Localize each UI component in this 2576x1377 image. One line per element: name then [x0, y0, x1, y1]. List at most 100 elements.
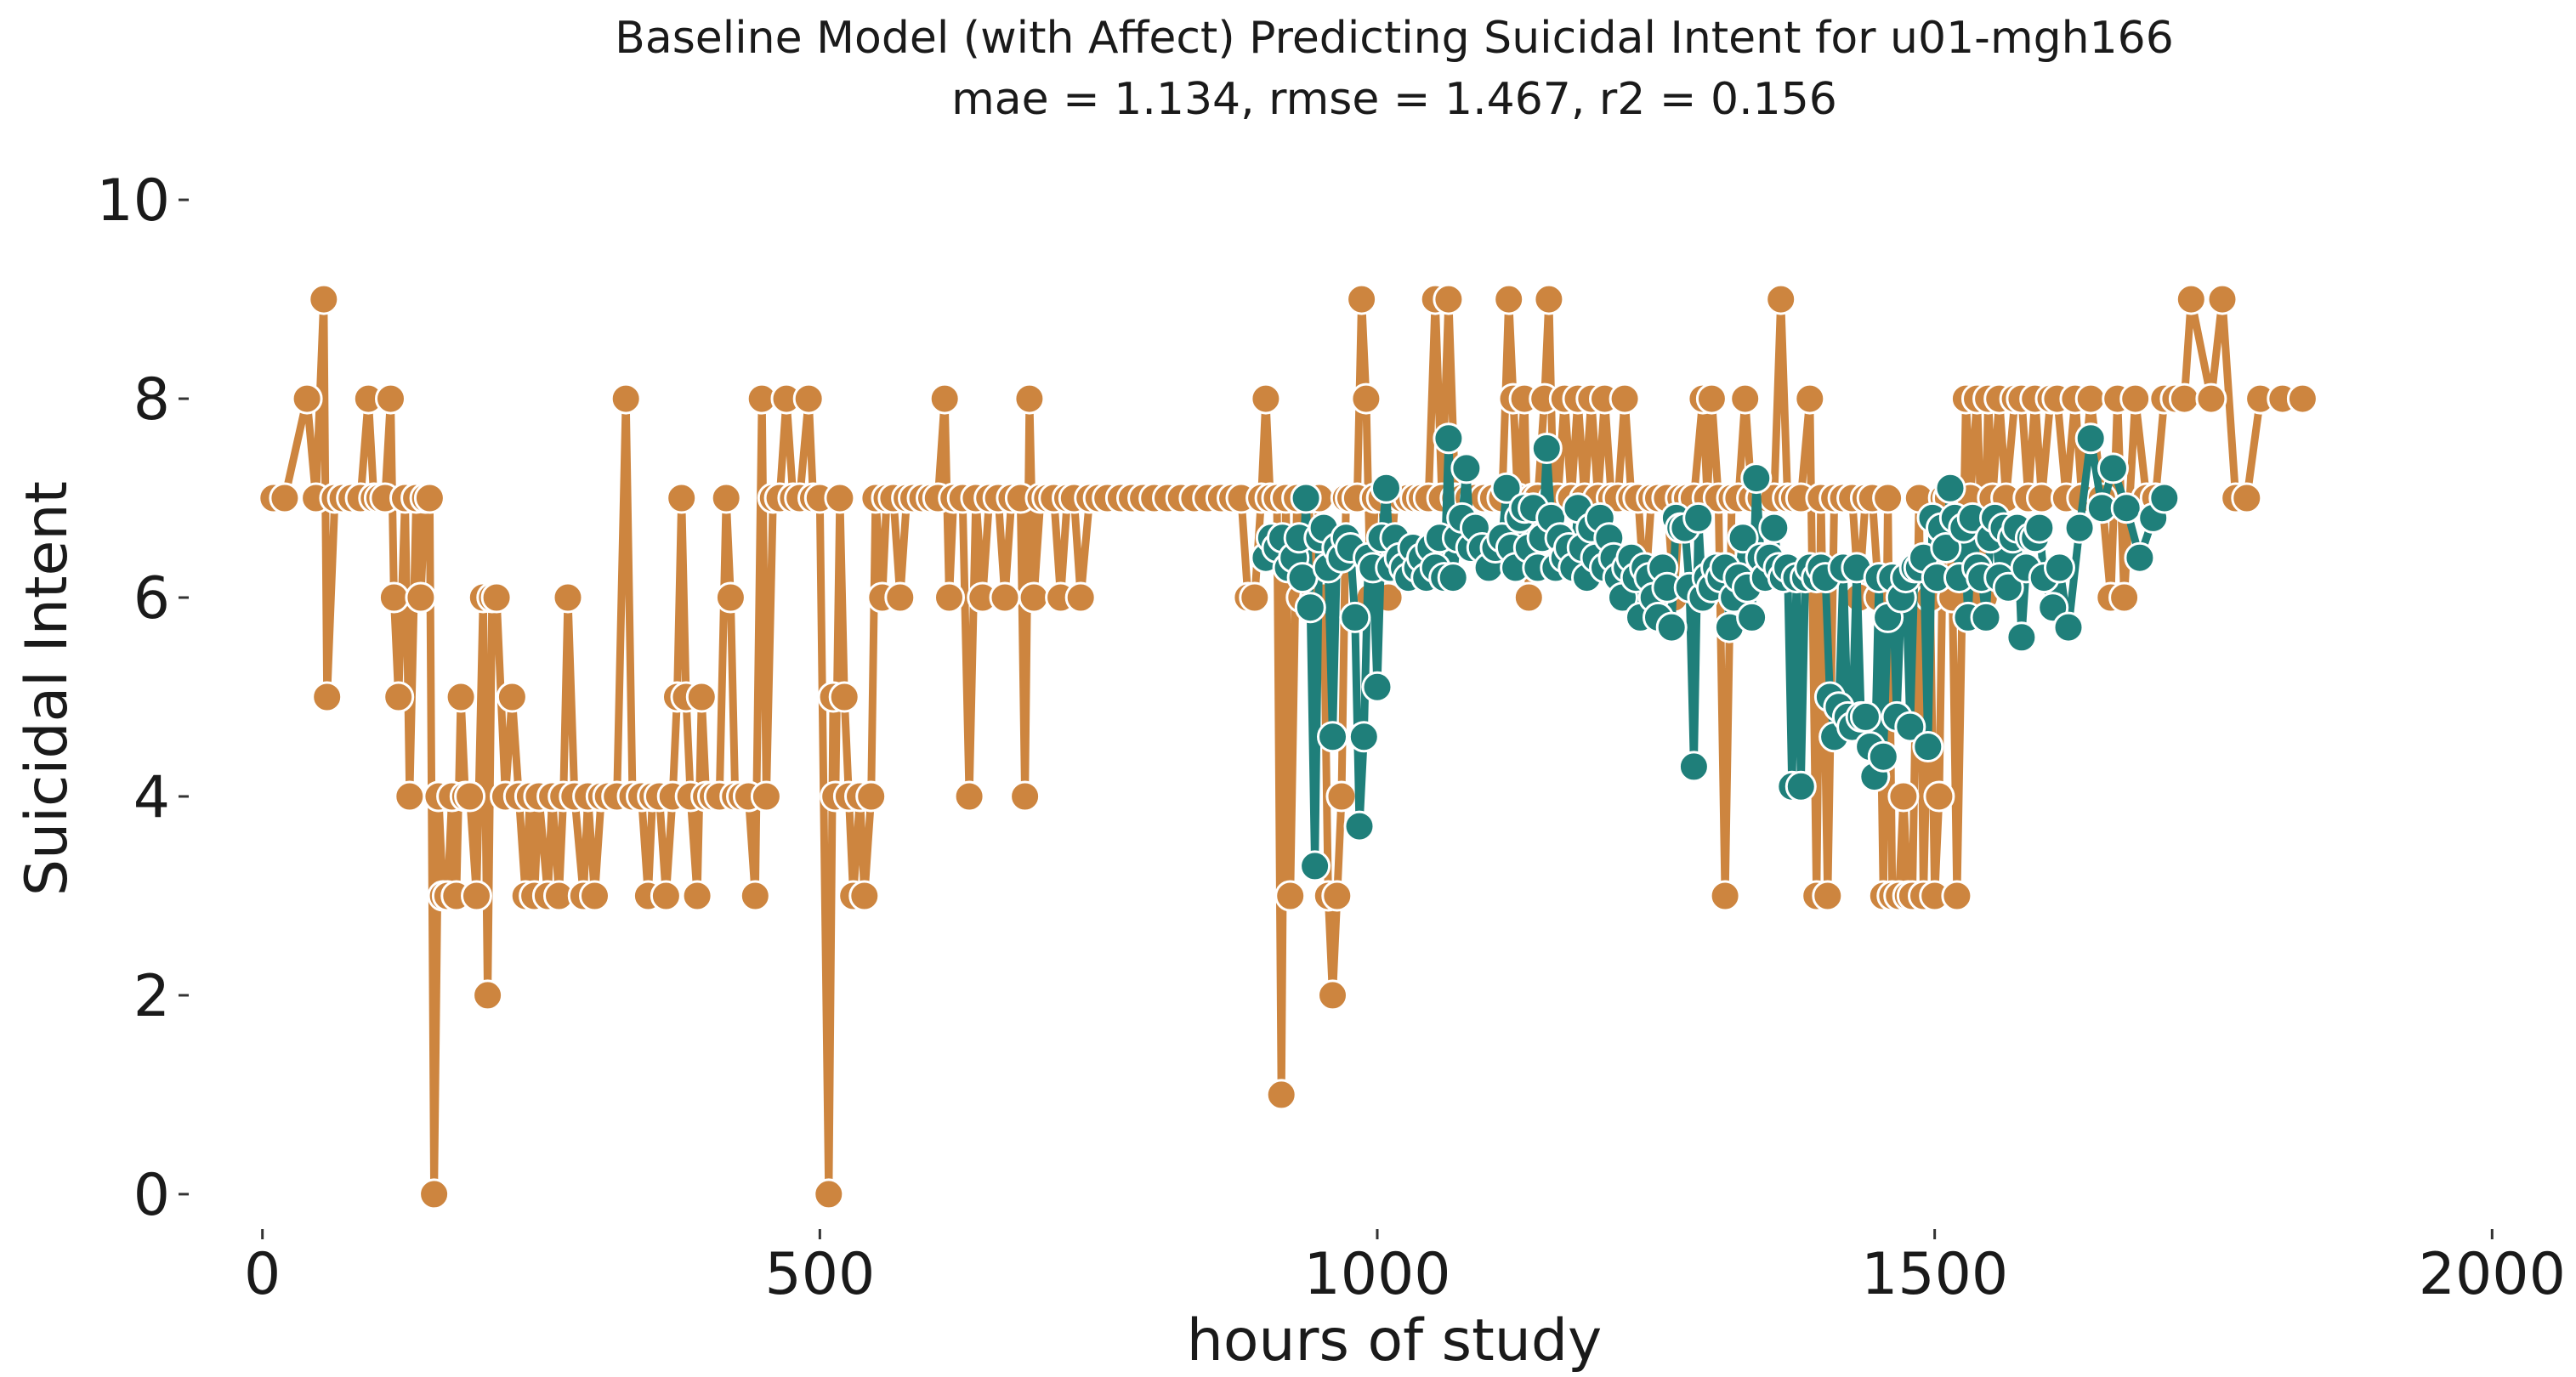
actual-series-point [2168, 382, 2200, 415]
predicted-series-point [2097, 452, 2129, 484]
actual-series-point [933, 581, 965, 614]
actual-series-point [1812, 880, 1844, 912]
x-tick-label: 1000 [1303, 1241, 1450, 1308]
actual-series-point [1729, 382, 1762, 415]
actual-series-point [1018, 581, 1050, 614]
actual-series-point [2286, 382, 2318, 415]
predicted-series-point [1758, 512, 1790, 544]
y-axis-label: Suicidal Intent [14, 481, 81, 896]
actual-series-point [1887, 780, 1920, 813]
actual-series [258, 283, 2318, 1210]
predicted-series-point [1727, 522, 1759, 554]
predicted-series-point [1970, 601, 2002, 633]
predicted-series-point [2063, 512, 2096, 544]
actual-series-point [685, 681, 718, 713]
actual-series-point [1274, 880, 1307, 912]
y-tick-label: 0 [133, 1162, 170, 1229]
actual-series-point [848, 880, 881, 912]
predicted-series-point [1677, 751, 1710, 783]
actual-series-point [2119, 382, 2152, 415]
actual-series-point [792, 382, 825, 415]
actual-series-point [480, 581, 513, 614]
actual-series-point [413, 482, 445, 514]
predicted-series-point [1784, 770, 1817, 802]
chart-title: Baseline Model (with Affect) Predicting … [615, 13, 2174, 64]
x-axis-ticks: 0 500 1000 1500 2000 [244, 1229, 2566, 1308]
actual-series-point [2108, 581, 2141, 614]
actual-series-point [884, 581, 916, 614]
actual-series-point [375, 382, 406, 415]
actual-series-point [681, 880, 713, 912]
actual-series-point [855, 780, 888, 813]
predicted-series-point [1490, 472, 1523, 504]
actual-series-point [824, 482, 856, 514]
y-tick-label: 8 [133, 366, 170, 434]
predicted-series-point [1361, 671, 1393, 703]
actual-series-point [828, 681, 860, 713]
predicted-series-point [1290, 482, 1322, 514]
predicted-series-point [2044, 552, 2075, 584]
actual-series-point [739, 880, 771, 912]
predicted-series-point [1849, 700, 1881, 733]
actual-series-point [928, 382, 961, 415]
predicted-series-point [1317, 721, 1348, 753]
predicted-series-point [1437, 562, 1469, 594]
x-tick-label: 500 [764, 1241, 875, 1308]
predicted-series-point [1339, 601, 1371, 633]
actual-series-point [454, 780, 486, 813]
x-tick-label: 1500 [1861, 1241, 2008, 1308]
actual-series-point [1346, 283, 1378, 315]
actual-series-point [496, 681, 528, 713]
actual-series-point [1009, 780, 1041, 813]
chart-subtitle: mae = 1.134, rmse = 1.467, r2 = 0.156 [951, 74, 1837, 125]
actual-series-point [308, 283, 340, 315]
actual-series-point [1941, 880, 1973, 912]
predicted-series-point [1740, 462, 1773, 495]
actual-series-point [666, 482, 698, 514]
actual-series-point [1765, 283, 1797, 315]
actual-series-point [1064, 581, 1097, 614]
predicted-series-point [2052, 611, 2085, 643]
actual-series-point [1321, 880, 1353, 912]
actual-series-point [405, 581, 437, 614]
plot-area [258, 283, 2318, 1210]
predicted-series-point [2074, 422, 2107, 455]
actual-series-point [291, 382, 323, 415]
actual-series-point [1325, 780, 1358, 813]
actual-series-point [1493, 283, 1525, 315]
x-tick-label: 0 [244, 1241, 281, 1308]
actual-series-point [311, 681, 343, 713]
predicted-series-point [1655, 611, 1688, 643]
actual-series-point [1533, 283, 1565, 315]
predicted-series-point [1912, 731, 1944, 762]
actual-series-point [552, 581, 584, 614]
predicted-series-point [1294, 592, 1326, 624]
predicted-series-point [1370, 472, 1402, 504]
actual-series-point [714, 581, 746, 614]
predicted-series-point [1299, 850, 1331, 882]
y-tick-label: 4 [133, 764, 170, 831]
actual-series-point [377, 581, 410, 614]
actual-series-point [1794, 382, 1826, 415]
actual-series-point [650, 880, 682, 912]
y-tick-label: 10 [96, 167, 170, 235]
predicted-series-point [1894, 711, 1926, 743]
actual-series-point [269, 482, 301, 514]
predicted-series-point [1867, 740, 1899, 773]
actual-series-point [461, 880, 492, 912]
actual-series-point [813, 1178, 845, 1210]
actual-series-point [1433, 283, 1465, 315]
predicted-series-point [1682, 502, 1715, 534]
actual-series-point [1239, 581, 1271, 614]
actual-series-point [710, 482, 742, 514]
predicted-series-point [2110, 492, 2142, 524]
predicted-series-point [1343, 810, 1376, 842]
y-tick-label: 6 [133, 565, 170, 632]
predicted-series-point [1433, 422, 1465, 455]
actual-series-point [394, 780, 426, 813]
actual-series-point [418, 1178, 451, 1210]
actual-series-point [383, 681, 415, 713]
actual-series-point [610, 382, 642, 415]
actual-series-point [750, 780, 782, 813]
